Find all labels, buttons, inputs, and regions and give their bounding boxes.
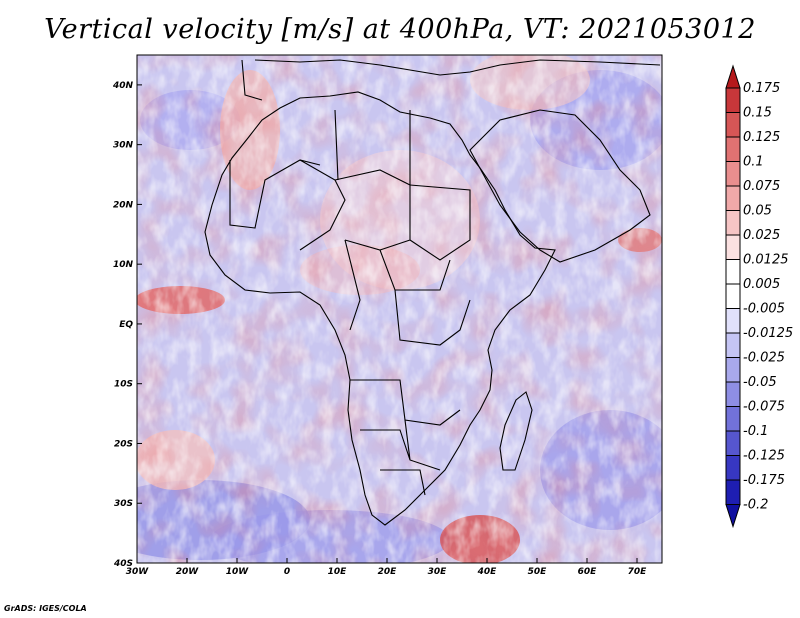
- credit-text: GrADS: IGES/COLA: [4, 604, 87, 613]
- colorbar-segment: [725, 332, 741, 358]
- colorbar-segment: [725, 455, 741, 481]
- lat-tick-label: 10N: [113, 260, 134, 270]
- lat-tick-label: 20N: [113, 200, 134, 210]
- lat-tick-label: 10S: [114, 380, 133, 390]
- lon-tick-label: 60E: [578, 567, 598, 577]
- colorbar-segment: [725, 406, 741, 432]
- lon-tick-label: 50E: [528, 567, 548, 577]
- colorbar-label: -0.0125: [743, 326, 793, 341]
- lon-tick-label: 70E: [628, 567, 648, 577]
- colorbar-label: -0.175: [743, 473, 785, 488]
- lat-tick-label: 30S: [114, 499, 133, 509]
- coastlines-borders: [204, 59, 661, 526]
- colorbar-segment: [725, 87, 741, 113]
- colorbar-label: -0.1: [743, 424, 768, 439]
- colorbar-label: -0.075: [743, 400, 785, 415]
- colorbar-top-arrow: [725, 64, 741, 89]
- lon-tick-label: 30E: [428, 567, 448, 577]
- colorbar-segment: [725, 479, 741, 505]
- colorbar-segment: [725, 308, 741, 334]
- page-title: Vertical velocity [m/s] at 400hPa, VT: 2…: [44, 14, 756, 45]
- colorbar-segment: [725, 357, 741, 383]
- lon-tick-label: 20E: [378, 567, 398, 577]
- lat-tick-label: 30N: [113, 141, 134, 151]
- colorbar-label: 0.125: [743, 130, 780, 145]
- lat-tick-label: 40N: [112, 81, 134, 91]
- lon-tick-label: 20W: [176, 567, 200, 577]
- colorbar-segment: [725, 161, 741, 187]
- colorbar-label: 0.005: [743, 277, 780, 292]
- lon-tick-label: 30W: [126, 567, 150, 577]
- colorbar-label: 0.05: [743, 204, 772, 219]
- colorbar-label: 0.15: [743, 106, 772, 121]
- colorbar-label: 0.025: [743, 228, 780, 243]
- plot-frame: [136, 54, 663, 564]
- colorbar-label: 0.075: [743, 179, 780, 194]
- colorbar-label: -0.005: [743, 302, 785, 317]
- lat-tick-label: 20S: [114, 439, 133, 449]
- colorbar-label: -0.125: [743, 449, 785, 464]
- colorbar-segment: [725, 210, 741, 236]
- colorbar-label: 0.1: [743, 155, 764, 170]
- colorbar-label: 0.0125: [743, 253, 789, 268]
- colorbar: 0.175 0.15 0.125 0.1 0.075 0.05 0.025 0.0125 0.0…: [725, 64, 793, 529]
- colorbar-segment: [725, 112, 741, 138]
- lon-tick-label: 10W: [226, 567, 250, 577]
- colorbar-segment: [725, 185, 741, 211]
- colorbar-segment: [725, 430, 741, 456]
- colorbar-label: -0.025: [743, 351, 785, 366]
- colorbar-label: -0.2: [743, 498, 768, 513]
- colorbar-segment: [725, 381, 741, 407]
- lat-tick-label: 40S: [113, 559, 133, 569]
- lon-tick-label: 40E: [477, 567, 498, 577]
- colorbar-segment: [725, 136, 741, 162]
- colorbar-segment: [725, 259, 741, 285]
- map-axes: 30W 20W 10W 0 10E 20E 30E 40E 50E 60E 70E 40N 30N 20N…: [112, 54, 663, 577]
- colorbar-bottom-arrow: [725, 504, 741, 529]
- lon-tick-label: 0: [284, 567, 290, 577]
- lat-tick-label: EQ: [119, 320, 133, 330]
- colorbar-segment: [725, 283, 741, 309]
- colorbar-label: 0.175: [743, 81, 780, 96]
- colorbar-label: -0.05: [743, 375, 777, 390]
- colorbar-segment: [725, 234, 741, 260]
- velocity-field: [137, 55, 662, 563]
- lon-tick-label: 10E: [328, 567, 348, 577]
